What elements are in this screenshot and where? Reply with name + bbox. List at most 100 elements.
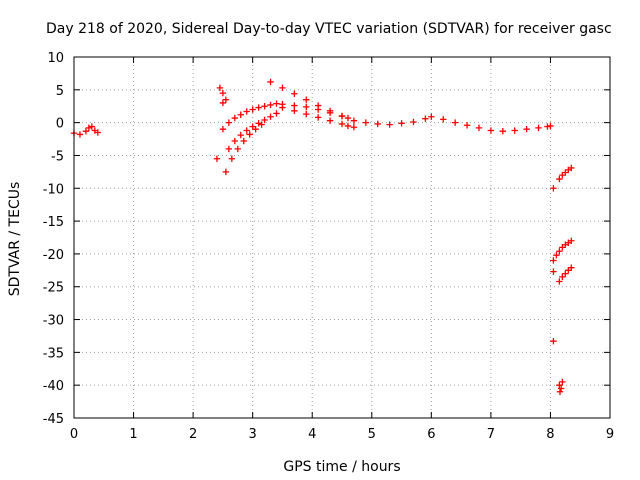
data-point bbox=[326, 117, 334, 124]
y-tick-label: -35 bbox=[43, 346, 64, 361]
series-rising-arc-B bbox=[225, 110, 280, 153]
data-point bbox=[547, 122, 554, 130]
data-point bbox=[487, 127, 495, 134]
data-point bbox=[523, 126, 530, 133]
data-point bbox=[88, 123, 96, 130]
series-late-arc-middle bbox=[553, 237, 575, 259]
data-point bbox=[237, 131, 244, 139]
data-point bbox=[338, 120, 346, 128]
data-point bbox=[231, 114, 238, 122]
data-point bbox=[258, 121, 265, 128]
data-point bbox=[314, 102, 322, 109]
y-tick-label: -20 bbox=[43, 248, 64, 263]
y-tick-label: -15 bbox=[43, 215, 64, 230]
x-axis-label: GPS time / hours bbox=[283, 459, 400, 475]
data-point bbox=[410, 118, 417, 126]
data-point bbox=[273, 100, 280, 107]
data-point bbox=[237, 111, 244, 118]
data-point bbox=[279, 84, 286, 92]
data-point bbox=[273, 110, 280, 117]
series-descending-arcs bbox=[267, 78, 358, 131]
data-point bbox=[255, 104, 262, 111]
y-tick-label: -30 bbox=[43, 314, 64, 329]
y-tick-label: -40 bbox=[43, 379, 64, 394]
data-point bbox=[556, 278, 563, 285]
y-axis-label: SDTVAR / TECUs bbox=[7, 182, 23, 297]
data-point bbox=[374, 120, 381, 128]
data-point bbox=[562, 270, 569, 277]
series-late-arc-upper bbox=[556, 164, 575, 183]
data-point bbox=[550, 185, 557, 192]
data-point bbox=[556, 381, 563, 389]
data-point bbox=[553, 252, 560, 259]
y-tick-label: 0 bbox=[56, 117, 64, 132]
data-point bbox=[475, 124, 483, 132]
data-point bbox=[362, 119, 370, 126]
data-point bbox=[267, 78, 274, 86]
x-tick-label: 8 bbox=[546, 427, 554, 442]
x-tick-label: 9 bbox=[606, 427, 614, 442]
data-point bbox=[314, 114, 322, 121]
data-point bbox=[252, 126, 259, 133]
data-point bbox=[246, 131, 253, 138]
data-point bbox=[243, 127, 250, 134]
y-tick-label: -25 bbox=[43, 281, 64, 296]
y-tick-label: 5 bbox=[56, 84, 64, 99]
data-point bbox=[279, 104, 286, 111]
data-point bbox=[240, 137, 247, 145]
data-point bbox=[559, 378, 566, 386]
data-point bbox=[428, 113, 435, 120]
data-point bbox=[249, 106, 256, 113]
data-point bbox=[291, 90, 298, 97]
data-point bbox=[76, 131, 84, 138]
x-tick-label: 1 bbox=[129, 427, 137, 442]
data-point bbox=[303, 110, 310, 118]
data-point bbox=[267, 113, 274, 120]
data-point bbox=[556, 388, 564, 395]
data-point bbox=[326, 107, 334, 115]
x-tick-label: 6 bbox=[427, 427, 435, 442]
data-point bbox=[222, 96, 230, 103]
y-tick-label: 10 bbox=[47, 51, 64, 66]
data-point bbox=[344, 114, 352, 122]
data-point bbox=[350, 124, 358, 131]
data-point bbox=[557, 385, 565, 392]
data-markers bbox=[70, 78, 575, 395]
data-point bbox=[440, 116, 447, 123]
x-tick-label: 3 bbox=[249, 427, 257, 442]
data-point bbox=[216, 84, 224, 92]
series-rising-arc-A bbox=[219, 100, 280, 133]
data-point bbox=[222, 168, 230, 176]
data-point bbox=[550, 268, 557, 275]
x-tick-label: 0 bbox=[70, 427, 78, 442]
data-point bbox=[386, 121, 393, 128]
data-point bbox=[338, 112, 346, 120]
data-point bbox=[219, 126, 227, 133]
data-point bbox=[568, 237, 575, 244]
data-point bbox=[511, 127, 518, 134]
data-point bbox=[291, 107, 298, 115]
data-point bbox=[535, 124, 542, 132]
data-point bbox=[85, 124, 93, 132]
x-tick-label: 5 bbox=[368, 427, 376, 442]
data-point bbox=[350, 117, 358, 124]
plot-frame bbox=[73, 56, 611, 419]
data-point bbox=[213, 155, 221, 162]
data-point bbox=[94, 129, 102, 136]
series-main-track bbox=[70, 101, 554, 138]
data-point bbox=[219, 99, 227, 107]
data-point bbox=[228, 155, 236, 162]
data-point bbox=[451, 119, 459, 126]
y-tick-label: -10 bbox=[43, 182, 64, 197]
data-point bbox=[568, 164, 575, 172]
data-point bbox=[243, 108, 250, 115]
data-point bbox=[261, 116, 268, 124]
x-tick-label: 4 bbox=[308, 427, 316, 442]
data-point bbox=[568, 264, 575, 271]
x-tick-label: 2 bbox=[189, 427, 197, 442]
data-point bbox=[550, 338, 557, 345]
data-point bbox=[231, 137, 238, 145]
data-point bbox=[267, 101, 274, 109]
data-point bbox=[303, 96, 310, 103]
